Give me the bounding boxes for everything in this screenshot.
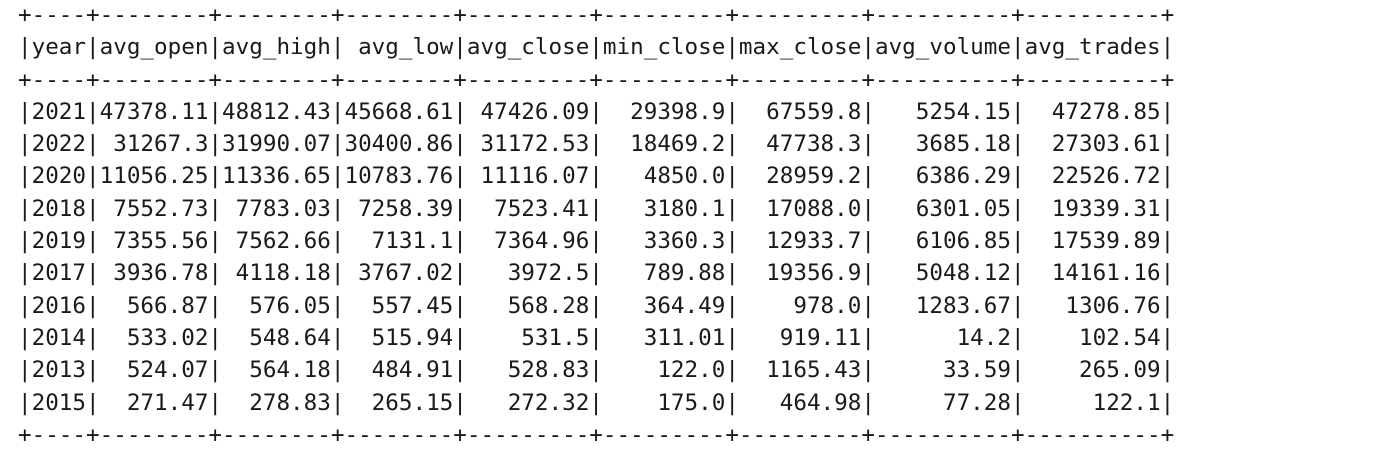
table-row: |2016| 566.87| 576.05| 557.45| 568.28| 3… <box>18 292 1175 319</box>
table-header-row: |year|avg_open|avg_high| avg_low|avg_clo… <box>18 34 1175 61</box>
table-row: |2021|47378.11|48812.43|45668.61| 47426.… <box>18 98 1175 125</box>
table-row: |2019| 7355.56| 7562.66| 7131.1| 7364.96… <box>18 228 1175 255</box>
table-row: |2013| 524.07| 564.18| 484.91| 528.83| 1… <box>18 357 1175 384</box>
dataframe-output: +----+--------+--------+--------+-------… <box>18 0 1174 451</box>
table-row: |2022| 31267.3|31990.07|30400.86| 31172.… <box>18 131 1175 158</box>
table-border-bottom: +----+--------+--------+--------+-------… <box>18 421 1175 448</box>
table-row: |2015| 271.47| 278.83| 265.15| 272.32| 1… <box>18 389 1175 416</box>
table-row: |2018| 7552.73| 7783.03| 7258.39| 7523.4… <box>18 195 1175 222</box>
table-row: |2017| 3936.78| 4118.18| 3767.02| 3972.5… <box>18 260 1175 287</box>
table-row: |2014| 533.02| 548.64| 515.94| 531.5| 31… <box>18 324 1175 351</box>
table-border-top: +----+--------+--------+--------+-------… <box>18 2 1175 28</box>
table-border-header: +----+--------+--------+--------+-------… <box>18 66 1175 93</box>
table-row: |2020|11056.25|11336.65|10783.76| 11116.… <box>18 163 1175 190</box>
